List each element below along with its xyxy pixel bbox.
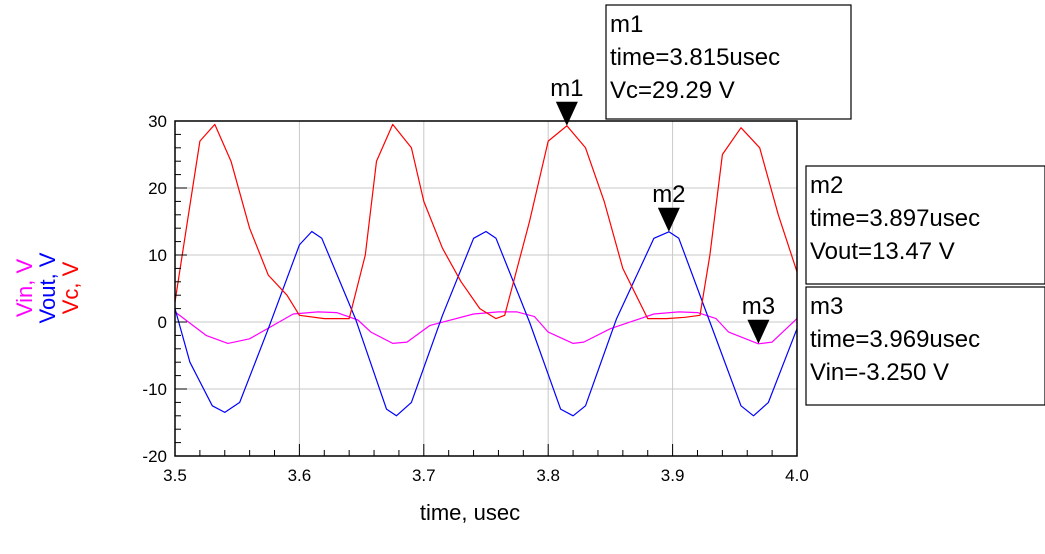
- x-tick-label: 3.7: [412, 466, 436, 485]
- series-line-vout: [174, 230, 798, 417]
- marker-m2-readout-line: time=3.897usec: [810, 205, 980, 232]
- marker-m3-triangle: [747, 319, 770, 344]
- marker-m3-box: [805, 286, 1045, 406]
- markers: m1 m2 m3: [550, 75, 775, 344]
- marker-readouts: m1 time=3.815usec Vc=29.29 V m2 time=3.897us…: [605, 4, 1045, 406]
- x-axis-title: time, usec: [420, 500, 520, 525]
- marker-m3-readout-line: m3: [810, 293, 843, 320]
- marker-m3-readout-line: time=3.969usec: [810, 326, 980, 353]
- marker-m3-label: m3: [742, 293, 775, 320]
- y-axis-title-0: Vin, V: [12, 259, 37, 318]
- marker-m1-readout-line: Vc=29.29 V: [610, 77, 735, 104]
- plot-frame: [174, 120, 798, 457]
- y-tick-label: 30: [148, 112, 167, 131]
- y-tick-label: 10: [148, 246, 167, 265]
- y-tick-label: 0: [158, 313, 167, 332]
- series-line-vc: [174, 123, 798, 320]
- axis-ticks: 3.5 3.6 3.7 3.8 3.9 4.0 30 20 10 0 -10 -20: [142, 112, 808, 485]
- y-axis-title-2: Vc, V: [58, 261, 83, 314]
- marker-m1-readout-line: m1: [610, 11, 643, 38]
- x-tick-label: 3.6: [288, 466, 312, 485]
- x-tick-label: 3.8: [536, 466, 560, 485]
- marker-m2-readout-line: Vout=13.47 V: [810, 238, 955, 265]
- marker-m2-triangle: [657, 207, 680, 232]
- y-tick-label: -20: [142, 447, 167, 466]
- marker-m1-triangle: [555, 101, 578, 126]
- marker-m3-readout-line: Vin=-3.250 V: [810, 359, 949, 386]
- marker-m1-box: [605, 4, 852, 120]
- x-tick-label: 4.0: [785, 466, 809, 485]
- y-tick-label: -10: [142, 380, 167, 399]
- y-axis-title-1: Vout, V: [35, 252, 60, 323]
- marker-m2-box: [805, 165, 1045, 285]
- series-line-vin: [174, 311, 798, 345]
- marker-m2-readout-line: m2: [810, 172, 843, 199]
- marker-m1-label: m1: [550, 75, 583, 102]
- grid: [174, 120, 798, 457]
- series-lines: [174, 123, 798, 417]
- x-tick-label: 3.5: [163, 466, 187, 485]
- marker-m2-label: m2: [652, 181, 685, 208]
- y-tick-label: 20: [148, 179, 167, 198]
- marker-m1-readout-line: time=3.815usec: [610, 44, 780, 71]
- x-tick-label: 3.9: [661, 466, 685, 485]
